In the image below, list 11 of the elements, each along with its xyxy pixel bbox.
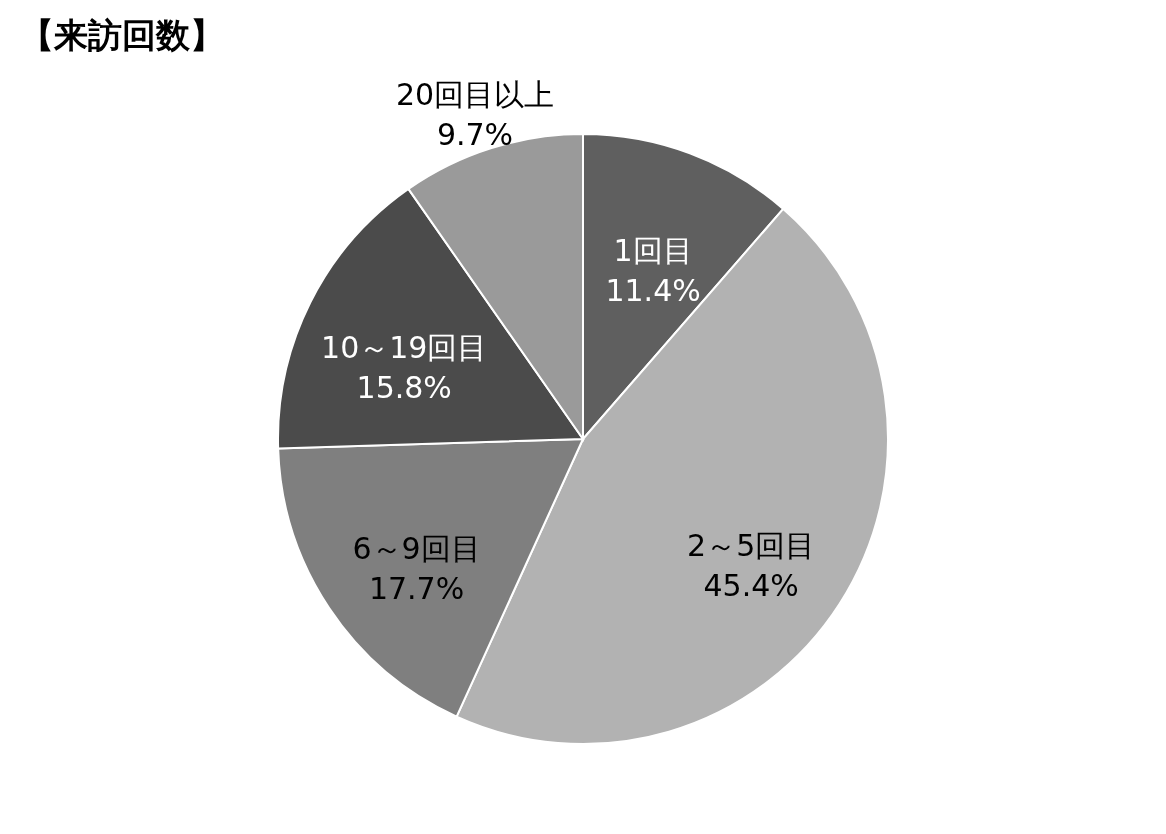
data-label: 15.8% bbox=[356, 370, 452, 406]
slice-label: 10～19回目 bbox=[321, 330, 488, 366]
data-label: 9.7% bbox=[436, 116, 514, 152]
slice-label: 2～5回目 bbox=[687, 528, 816, 564]
data-label: 45.4% bbox=[703, 568, 799, 604]
slice-label: 6～9回目 bbox=[352, 530, 481, 566]
data-label: 11.4% bbox=[605, 272, 701, 308]
data-label: 17.7% bbox=[368, 570, 465, 606]
chart-title: 【来訪回数】 bbox=[20, 15, 224, 55]
slice-label: 20回目以上 bbox=[395, 76, 555, 112]
slice-label: 1回目 bbox=[613, 232, 693, 268]
